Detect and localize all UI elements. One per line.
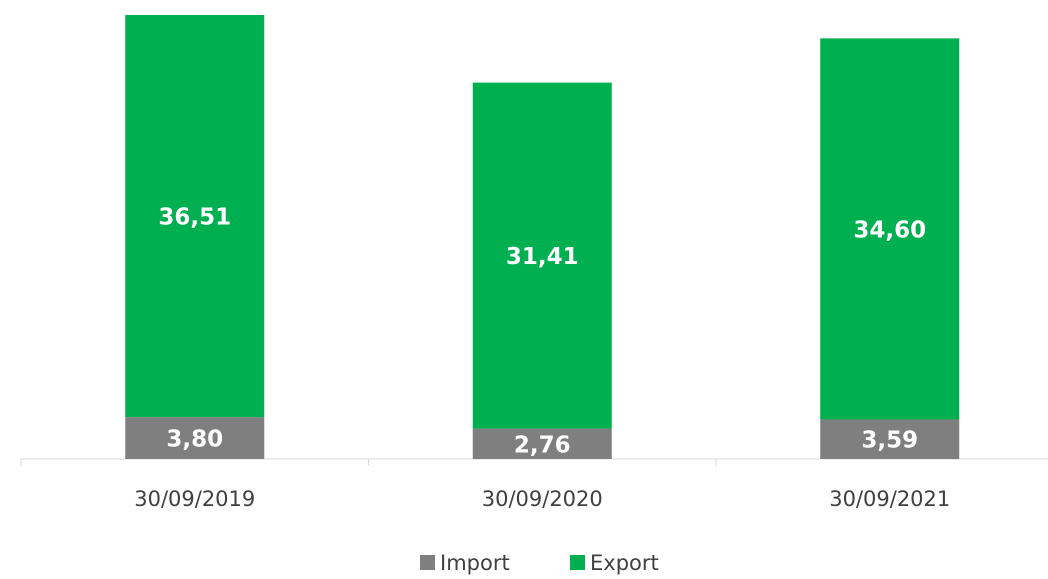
legend-label: Import [440, 551, 510, 575]
x-tick-label: 30/09/2019 [134, 487, 255, 511]
data-label: 34,60 [853, 217, 926, 243]
bar-segment [472, 428, 612, 459]
x-tick-label: 30/09/2021 [829, 487, 950, 511]
legend-label: Export [590, 551, 659, 575]
data-label: 3,59 [861, 428, 918, 454]
data-label: 36,51 [158, 205, 231, 231]
bar-segment [472, 82, 612, 429]
bar-segment [125, 15, 265, 418]
legend-swatch [420, 555, 435, 570]
x-tick-label: 30/09/2020 [482, 487, 603, 511]
bar-segment [820, 419, 960, 459]
legend-swatch [570, 555, 585, 570]
bar-segment [125, 417, 265, 459]
bar-segment [820, 38, 960, 420]
data-label: 2,76 [514, 432, 571, 458]
data-label: 31,41 [506, 244, 579, 270]
data-label: 3,80 [166, 427, 223, 453]
